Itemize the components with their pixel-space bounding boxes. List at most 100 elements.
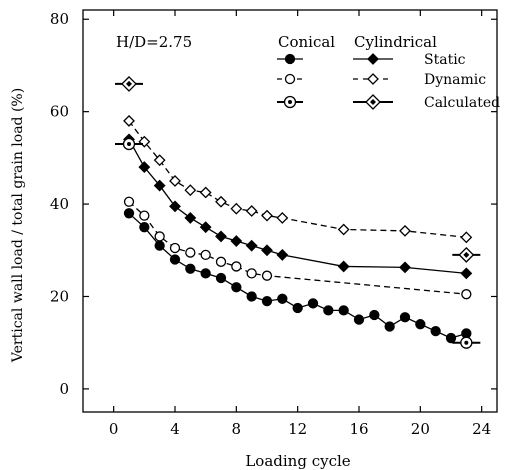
series-line [128,201,467,295]
data-point [185,263,196,274]
x-tick-label: 20 [411,420,430,438]
series-conical-dynamic [123,196,472,300]
annotation-hd: H/D=2.75 [116,33,192,51]
legend-marker [367,53,379,65]
data-point [399,312,411,323]
plot-frame [82,9,498,413]
data-point [123,114,135,127]
data-point [261,295,273,307]
data-point [261,270,273,281]
data-point [230,202,243,215]
data-point [307,298,319,309]
series-line [128,120,467,238]
data-point [215,230,227,243]
data-point [261,244,273,257]
data-point-center [127,142,131,146]
data-point [337,223,350,236]
legend-header-conical: Conical [278,33,335,51]
data-point [399,224,411,237]
data-point [185,247,196,258]
series-cylindrical-calculated [115,76,481,263]
legend-label-static: Static [424,52,466,68]
legend-sample [353,73,393,85]
data-point-center [463,251,470,258]
data-point [123,196,135,207]
data-point [445,332,457,344]
y-axis-label: Vertical wall load / total grain load (%… [10,88,26,363]
x-tick-label: 24 [472,420,491,438]
x-tick-label: 0 [109,420,119,438]
series-layer [115,76,481,349]
legend-header-cylindrical: Cylindrical [354,33,437,51]
data-point [245,205,258,217]
data-point [169,242,181,254]
data-point [169,200,181,213]
data-point [430,325,441,337]
data-point [139,210,150,221]
legend: Conical Cylindrical Static Dynamic Calcu… [277,33,500,111]
axes: 0 4 8 12 16 20 24 0 20 40 60 80 [50,9,498,438]
legend-marker-center [370,99,376,105]
data-point [199,186,212,199]
data-point [153,179,166,192]
legend-sample [353,94,393,110]
legend-marker [284,73,296,85]
data-point-center [126,80,132,87]
data-point [276,248,289,261]
x-tick-label: 16 [349,420,368,438]
data-point [184,184,197,197]
legend-sample [277,95,303,109]
data-point [215,195,227,208]
data-point [353,314,365,325]
data-point [369,309,380,321]
data-point [292,302,303,314]
x-axis-label: Loading cycle [245,452,350,470]
data-point [199,221,212,234]
data-point [139,222,150,233]
data-point [276,212,289,224]
legend-marker [284,53,296,65]
x-tick-label: 4 [170,420,180,438]
data-point [415,319,426,330]
y-tick-label: 20 [50,287,69,305]
data-point [169,254,181,265]
data-point [246,291,257,302]
series-conical-calculated [115,137,481,349]
legend-sample [277,53,303,65]
data-point [200,268,211,279]
legend-label-dynamic: Dynamic [424,72,486,88]
data-point [123,208,135,219]
y-tick-label: 80 [50,10,69,28]
data-point [277,293,288,304]
legend-marker-center [288,100,292,104]
legend-sample [277,73,303,85]
y-tick-label: 40 [50,195,69,213]
data-point [384,321,395,332]
series-cylindrical-static [123,133,473,280]
data-point [460,267,473,280]
legend-marker [367,73,379,85]
data-point [154,240,165,251]
data-point [231,261,242,272]
data-point [245,239,258,252]
data-point [461,289,472,300]
data-point [323,305,334,316]
data-point [337,260,350,273]
legend-label-calculated: Calculated [424,95,500,111]
y-tick-label: 60 [50,103,69,121]
series-cylindrical-dynamic [123,114,473,244]
data-point [200,249,211,261]
series-conical-static [123,208,472,344]
data-point [215,272,227,284]
data-point [184,212,197,224]
data-point [169,175,181,187]
data-point [153,154,166,167]
x-tick-label: 12 [288,420,307,438]
series-line [128,139,467,275]
data-point [338,305,349,316]
data-point [261,209,273,222]
data-point [215,256,227,267]
data-point [460,231,473,244]
data-point [231,282,242,293]
